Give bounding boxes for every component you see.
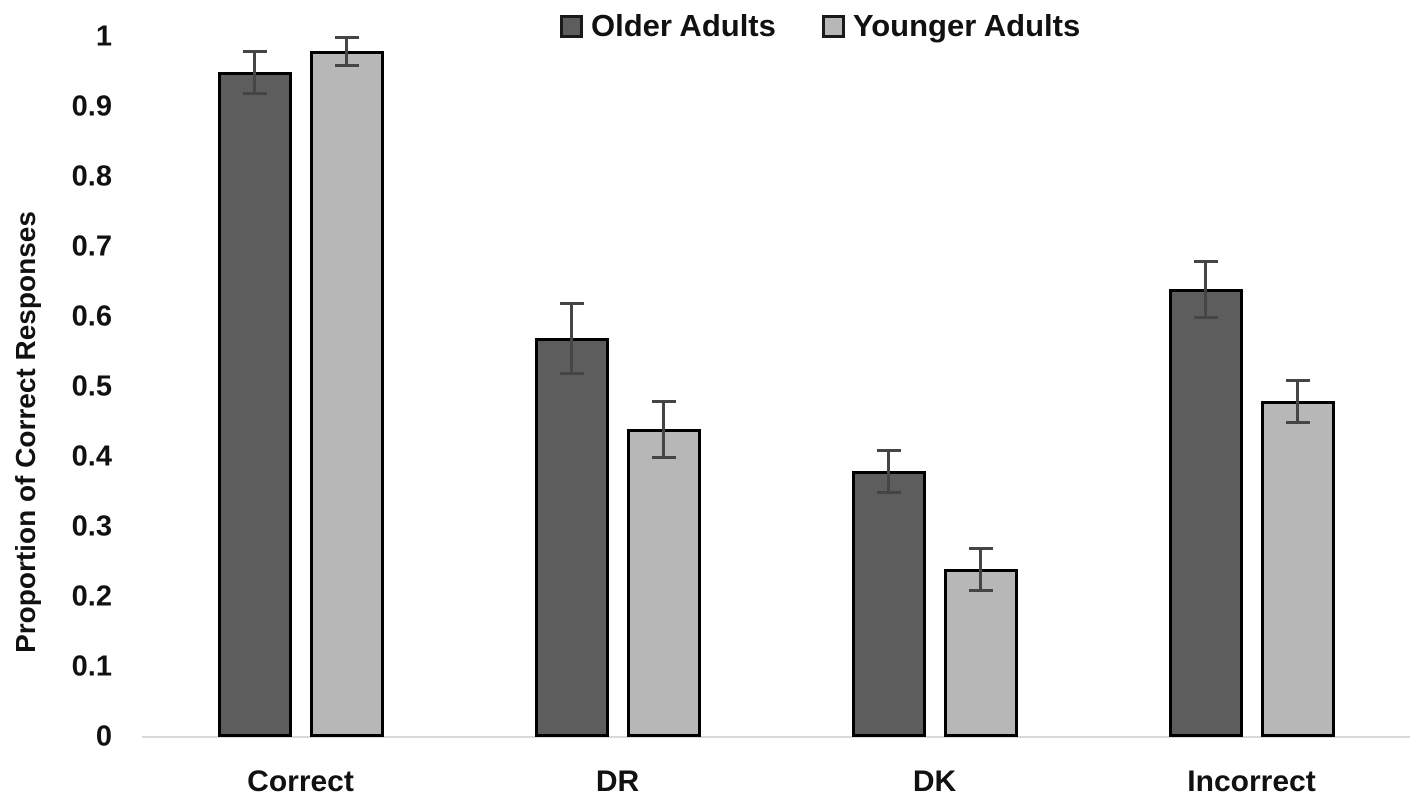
bar-older-adults-incorrect — [1168, 289, 1243, 737]
error-bar-stem-younger-adults-correct — [345, 37, 348, 65]
bar-younger-adults-incorrect — [1260, 401, 1335, 737]
legend-swatch-older-adults — [560, 14, 583, 38]
y-tick-label: 0.4 — [71, 440, 112, 473]
error-bar-stem-younger-adults-dk — [979, 548, 982, 590]
bar-older-adults-dk — [851, 471, 926, 737]
error-bar-stem-older-adults-correct — [253, 51, 256, 93]
error-bar-cap-top-younger-adults-dk — [968, 546, 993, 550]
bar-younger-adults-dk — [943, 569, 1018, 737]
bar-older-adults-dr — [534, 338, 609, 737]
error-bar-cap-top-older-adults-correct — [242, 49, 267, 53]
error-bar-stem-older-adults-incorrect — [1204, 261, 1207, 317]
y-tick-label: 0.1 — [71, 650, 112, 683]
error-bar-stem-younger-adults-dr — [662, 401, 665, 457]
y-tick-label: 1 — [95, 20, 112, 53]
error-bar-cap-bottom-younger-adults-dk — [968, 588, 993, 592]
error-bar-cap-bottom-older-adults-correct — [242, 91, 267, 95]
error-bar-stem-older-adults-dk — [887, 450, 890, 492]
y-tick-label: 0.8 — [71, 160, 112, 193]
error-bar-cap-top-younger-adults-incorrect — [1285, 378, 1310, 382]
y-tick-label: 0.9 — [71, 90, 112, 123]
y-tick-label: 0.2 — [71, 580, 112, 613]
legend-item-younger-adults: Younger Adults — [821, 8, 1081, 44]
legend-swatch-younger-adults — [821, 14, 845, 38]
error-bar-cap-bottom-younger-adults-dr — [651, 455, 676, 459]
error-bar-cap-bottom-younger-adults-correct — [334, 63, 359, 67]
error-bar-cap-bottom-older-adults-dr — [559, 371, 584, 375]
error-bar-cap-bottom-older-adults-incorrect — [1193, 315, 1218, 319]
error-bar-stem-younger-adults-incorrect — [1296, 380, 1299, 422]
error-bar-cap-top-younger-adults-correct — [334, 35, 359, 39]
x-axis-line — [142, 736, 1410, 738]
y-tick-label: 0 — [95, 720, 112, 753]
error-bar-cap-bottom-older-adults-dk — [876, 490, 901, 494]
bar-younger-adults-correct — [309, 51, 384, 737]
error-bar-cap-bottom-younger-adults-incorrect — [1285, 420, 1310, 424]
x-category-label: Incorrect — [1187, 765, 1316, 798]
error-bar-cap-top-older-adults-dr — [559, 301, 584, 305]
bar-younger-adults-dr — [626, 429, 701, 737]
error-bar-cap-top-older-adults-incorrect — [1193, 259, 1218, 263]
bar-older-adults-correct — [217, 72, 292, 737]
y-tick-label: 0.7 — [71, 230, 112, 263]
y-tick-label: 0.5 — [71, 370, 112, 403]
legend: Older Adults Younger Adults — [560, 8, 1080, 44]
error-bar-stem-older-adults-dr — [570, 303, 573, 373]
x-category-label: DK — [912, 765, 957, 798]
y-tick-label: 0.6 — [71, 300, 112, 333]
y-tick-label: 0.3 — [71, 510, 112, 543]
error-bar-cap-top-older-adults-dk — [876, 448, 901, 452]
x-category-label: Correct — [247, 765, 354, 798]
error-bar-cap-top-younger-adults-dr — [651, 399, 676, 403]
legend-label-older-adults: Older Adults — [591, 8, 776, 43]
legend-item-older-adults: Older Adults — [560, 8, 776, 44]
legend-label-younger-adults: Younger Adults — [852, 8, 1081, 43]
x-category-label: DR — [595, 765, 640, 798]
